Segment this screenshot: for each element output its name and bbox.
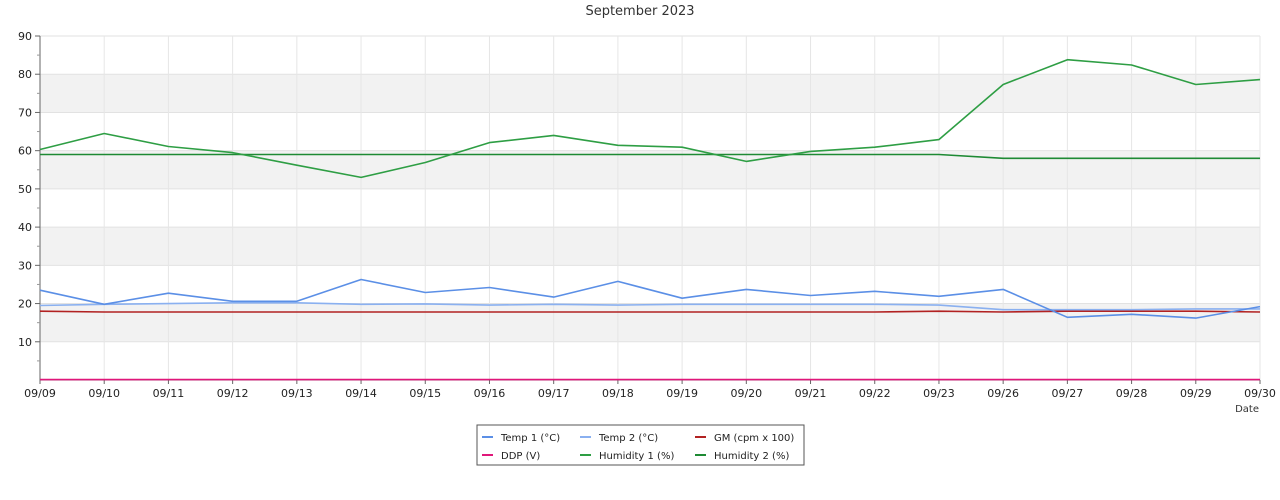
series-line-1 [39,301,1260,311]
series-lines [39,58,1261,381]
x-tick-label: 09/23 [923,387,955,400]
x-axis-label: Date [1235,404,1259,415]
x-tick-label: 09/20 [730,387,762,400]
x-tick-label: 09/27 [1052,387,1084,400]
x-tick-label: 09/17 [538,387,570,400]
legend-label: Humidity 2 (%) [714,451,789,462]
x-tick-label: 09/12 [217,387,249,400]
x-tick-label: 09/11 [153,387,185,400]
plot-background-bands [40,74,1260,342]
y-tick-label: 80 [18,68,32,81]
y-tick-label: 70 [18,106,32,119]
x-tick-label: 09/26 [987,387,1019,400]
legend-label: GM (cpm x 100) [714,433,794,444]
y-tick-label: 50 [18,183,32,196]
series-line-2 [39,310,1261,313]
x-axis-ticks: 09/09 09/10 09/11 09/12 09/13 09/14 09/15 09/16… [24,380,1276,400]
legend-label: Temp 2 (°C) [598,433,658,444]
legend-label: DDP (V) [501,451,540,462]
legend-label: Temp 1 (°C) [500,433,560,444]
y-axis-ticks: 10 20 30 40 50 60 70 80 90 [18,30,40,362]
x-tick-label: 09/13 [281,387,313,400]
legend-label: Humidity 1 (%) [599,451,674,462]
background-band [40,227,1260,266]
x-tick-label: 09/10 [88,387,120,400]
x-tick-label: 09/09 [24,387,56,400]
x-tick-label: 09/28 [1116,387,1148,400]
background-band [40,74,1260,113]
y-tick-label: 10 [18,336,32,349]
legend-box [476,424,805,466]
x-tick-label: 09/21 [795,387,827,400]
x-tick-label: 09/18 [602,387,634,400]
x-tick-label: 09/30 [1244,387,1276,400]
y-tick-label: 30 [18,259,32,272]
series-line-0 [39,278,1261,319]
x-tick-label: 09/22 [859,387,891,400]
y-tick-label: 20 [18,298,32,311]
x-tick-label: 09/19 [666,387,698,400]
chart-title: September 2023 [585,4,694,19]
background-band [40,150,1260,189]
y-tick-label: 90 [18,30,32,43]
series-line-4 [39,58,1261,179]
x-tick-label: 09/29 [1180,387,1212,400]
legend: Temp 1 (°C) Temp 2 (°C) GM (cpm x 100) DDP … [476,424,805,466]
x-tick-label: 09/15 [409,387,441,400]
x-tick-label: 09/16 [474,387,506,400]
x-tick-label: 09/14 [345,387,377,400]
y-tick-label: 40 [18,221,32,234]
y-tick-label: 60 [18,145,32,158]
